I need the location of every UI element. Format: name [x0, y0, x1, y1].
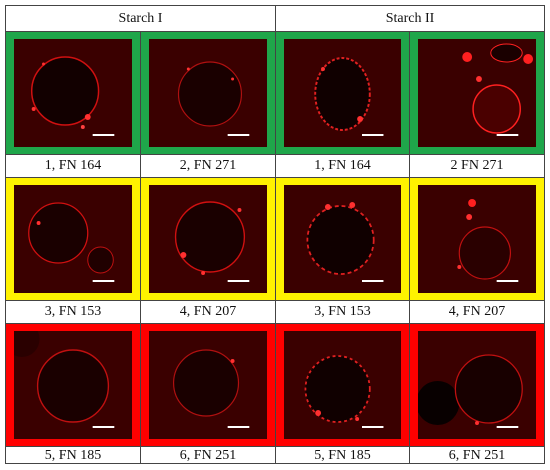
micrograph: [418, 185, 536, 293]
sample-label: 5, FN 185: [276, 447, 410, 464]
image-cell: [410, 32, 544, 154]
sample-label: 2 FN 271: [450, 158, 504, 173]
column-header-starch-1: Starch I: [6, 6, 276, 32]
sample-label: 4, FN 207: [448, 304, 506, 319]
column-header-starch-2: Starch II: [276, 6, 544, 32]
image-cell: [141, 178, 276, 300]
sample-label: 2, FN 271: [141, 155, 276, 177]
micrograph-grid: Starch I Starch II: [5, 5, 545, 464]
sample-label: 6, FN 251: [141, 447, 276, 464]
caption-row-3: 5, FN 185 6, FN 251 5, FN 185 6, FN 251: [6, 446, 544, 464]
image-cell: [6, 324, 141, 446]
image-cell: [410, 178, 544, 300]
micrograph: [14, 331, 132, 439]
image-cell: [141, 324, 276, 446]
image-cell: [276, 324, 410, 446]
micrograph: [284, 185, 401, 293]
image-cell: [6, 32, 141, 154]
micrograph: [14, 39, 132, 147]
sample-label: 1, FN 164: [6, 155, 141, 177]
micrograph: [284, 39, 401, 147]
image-cell: [141, 32, 276, 154]
caption-row-2: 3, FN 153 4, FN 207 3, FN 153 4, FN 207: [6, 300, 544, 324]
image-cell: [276, 32, 410, 154]
micrograph: [418, 331, 536, 439]
micrograph: [284, 331, 401, 439]
sample-label: 3, FN 153: [276, 301, 410, 323]
band-row-1: [6, 32, 544, 154]
micrograph: [149, 185, 267, 293]
image-cell: [410, 324, 544, 446]
micrograph: [149, 39, 267, 147]
image-cell: [276, 178, 410, 300]
sample-label: 3, FN 153: [6, 301, 141, 323]
micrograph: [418, 39, 536, 147]
sample-label: 6, FN 251: [448, 448, 506, 463]
sample-label: 4, FN 207: [141, 301, 276, 323]
image-cell: [6, 178, 141, 300]
sample-label: 5, FN 185: [6, 447, 141, 464]
sample-label: 1, FN 164: [276, 155, 410, 177]
micrograph: [149, 331, 267, 439]
band-row-3: [6, 324, 544, 446]
micrograph: [14, 185, 132, 293]
caption-row-1: 1, FN 164 2, FN 271 1, FN 164 2 FN 271: [6, 154, 544, 178]
band-row-2: [6, 178, 544, 300]
